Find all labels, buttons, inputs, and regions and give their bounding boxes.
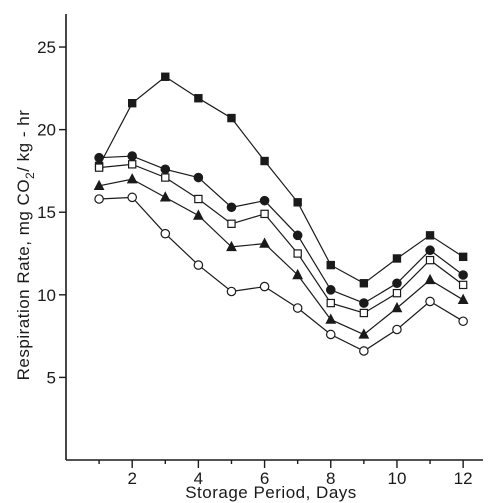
data-point-open-circle bbox=[458, 316, 468, 327]
axes bbox=[65, 14, 483, 461]
series-filled-square bbox=[94, 72, 468, 288]
y-tick-label: 25 bbox=[37, 38, 56, 57]
data-point-filled-square bbox=[293, 198, 302, 207]
y-tick-label: 5 bbox=[47, 368, 56, 387]
series-line-open-circle bbox=[99, 196, 464, 352]
y-axis-title-unit: / kg - hr bbox=[14, 110, 33, 172]
data-point-open-square bbox=[260, 209, 269, 219]
data-point-open-circle bbox=[392, 324, 402, 335]
data-point-filled-circle bbox=[292, 230, 303, 241]
data-point-open-square bbox=[127, 160, 137, 169]
y-axis-title: Respiration Rate, mg CO2/ kg - hr bbox=[14, 110, 37, 381]
data-point-open-square bbox=[425, 255, 435, 265]
data-point-filled-triangle bbox=[292, 268, 304, 280]
data-point-filled-triangle bbox=[159, 191, 171, 202]
series-line-filled-square bbox=[98, 76, 464, 285]
data-point-filled-circle bbox=[359, 298, 369, 308]
data-point-filled-square bbox=[425, 231, 435, 240]
data-point-filled-triangle bbox=[325, 313, 337, 324]
data-series bbox=[93, 72, 469, 356]
data-point-open-square bbox=[326, 298, 335, 308]
data-point-filled-square bbox=[359, 279, 369, 288]
data-point-open-circle bbox=[325, 329, 336, 340]
data-point-open-square bbox=[94, 163, 104, 172]
series-line-filled-triangle bbox=[98, 178, 464, 336]
series-filled-circle bbox=[94, 151, 468, 308]
data-point-filled-circle bbox=[160, 164, 171, 175]
x-axis-title: Storage Period, Days bbox=[185, 483, 357, 502]
data-point-open-circle bbox=[193, 260, 204, 270]
data-point-filled-triangle bbox=[126, 173, 138, 184]
data-point-open-circle bbox=[94, 194, 104, 204]
data-point-filled-triangle bbox=[391, 301, 403, 313]
data-point-filled-circle bbox=[392, 278, 402, 289]
data-point-open-square bbox=[161, 173, 170, 182]
x-tick-label: 8 bbox=[326, 469, 335, 488]
data-point-filled-triangle bbox=[259, 237, 270, 248]
data-point-filled-circle bbox=[425, 245, 435, 256]
y-tick-label: 10 bbox=[37, 286, 56, 305]
data-point-filled-square bbox=[161, 72, 170, 81]
data-point-open-circle bbox=[292, 303, 303, 313]
data-point-filled-square bbox=[458, 252, 468, 262]
data-point-open-square bbox=[458, 280, 468, 290]
data-point-filled-square bbox=[392, 254, 402, 263]
x-tick-label: 2 bbox=[127, 469, 136, 488]
data-point-open-circle bbox=[259, 281, 270, 292]
data-point-filled-circle bbox=[127, 151, 137, 161]
data-point-open-square bbox=[293, 249, 302, 258]
data-point-filled-square bbox=[127, 98, 137, 108]
data-point-open-circle bbox=[226, 286, 237, 297]
series-open-circle bbox=[94, 192, 468, 356]
data-point-filled-triangle bbox=[93, 179, 105, 190]
data-point-filled-square bbox=[326, 260, 335, 270]
data-point-open-circle bbox=[160, 228, 171, 239]
data-point-open-square bbox=[392, 288, 402, 298]
series-filled-triangle bbox=[93, 173, 469, 339]
data-point-filled-triangle bbox=[424, 273, 436, 285]
data-point-filled-triangle bbox=[457, 293, 469, 304]
data-point-filled-triangle bbox=[226, 240, 237, 252]
data-point-open-square bbox=[227, 219, 236, 228]
x-tick-label: 4 bbox=[194, 469, 203, 488]
data-point-filled-square bbox=[227, 113, 236, 123]
data-point-open-square bbox=[359, 308, 369, 318]
data-point-open-circle bbox=[425, 296, 435, 307]
data-point-filled-circle bbox=[458, 270, 468, 280]
x-tick-label: 10 bbox=[387, 469, 406, 488]
data-point-open-circle bbox=[127, 192, 137, 203]
data-point-filled-circle bbox=[193, 172, 204, 183]
y-axis-title-main: Respiration Rate, mg CO bbox=[14, 179, 33, 380]
x-tick-label: 6 bbox=[260, 469, 269, 488]
data-point-filled-triangle bbox=[358, 328, 370, 339]
data-point-filled-circle bbox=[259, 195, 270, 206]
data-point-open-circle bbox=[359, 346, 369, 356]
series-open-square bbox=[94, 160, 468, 318]
tick-labels: 2 4 6 8 10 12 5 10 15 20 25 bbox=[37, 38, 473, 488]
data-point-filled-circle bbox=[94, 152, 104, 163]
y-tick-label: 20 bbox=[37, 121, 56, 140]
data-point-open-square bbox=[194, 194, 203, 204]
data-point-filled-circle bbox=[226, 202, 237, 213]
series-line-filled-circle bbox=[99, 155, 464, 304]
series-line-open-square bbox=[99, 163, 464, 314]
y-tick-label: 15 bbox=[37, 203, 56, 222]
y-axis-title-subscript: 2 bbox=[23, 172, 37, 179]
tick-marks bbox=[59, 46, 464, 468]
data-point-filled-circle bbox=[325, 285, 336, 295]
x-tick-label: 12 bbox=[454, 469, 473, 488]
data-point-filled-triangle bbox=[192, 209, 204, 220]
data-point-filled-square bbox=[194, 94, 203, 103]
data-point-filled-square bbox=[260, 156, 269, 166]
